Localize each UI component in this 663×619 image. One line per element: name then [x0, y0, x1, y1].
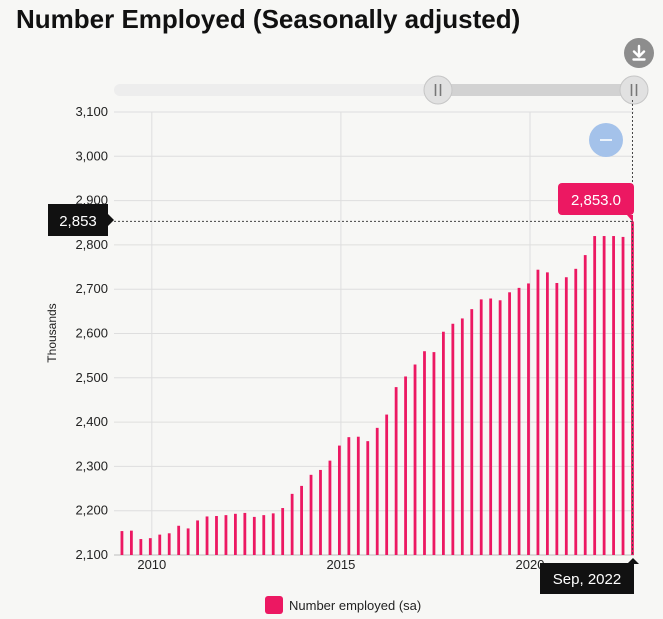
- bar[interactable]: [139, 539, 143, 555]
- legend-swatch: [265, 596, 283, 614]
- bar[interactable]: [319, 469, 322, 555]
- legend-label: Number employed (sa): [289, 597, 422, 613]
- bar[interactable]: [489, 298, 493, 555]
- y-tick-label: 2,500: [75, 370, 108, 385]
- bar[interactable]: [300, 485, 303, 555]
- bar[interactable]: [621, 236, 625, 555]
- bar[interactable]: [262, 515, 266, 555]
- tooltip: 2,853.0: [558, 183, 634, 222]
- bar[interactable]: [545, 272, 549, 555]
- bar[interactable]: [290, 493, 294, 555]
- y-tick-label: 2,900: [75, 193, 108, 208]
- bar[interactable]: [177, 525, 181, 555]
- x-tick-label: 2020: [516, 557, 545, 572]
- bar[interactable]: [158, 534, 162, 555]
- y-tick-label: 2,400: [75, 414, 108, 429]
- tooltip-value: 2,853.0: [571, 192, 621, 209]
- crosshair-x-value: Sep, 2022: [553, 571, 621, 588]
- bar[interactable]: [281, 508, 285, 555]
- bar[interactable]: [536, 269, 540, 555]
- y-tick-label: 3,000: [75, 148, 108, 163]
- crosshair-x-label: Sep, 2022: [540, 558, 639, 594]
- bar[interactable]: [252, 516, 256, 555]
- bar[interactable]: [602, 236, 606, 556]
- download-button[interactable]: [624, 38, 654, 68]
- bar[interactable]: [527, 283, 530, 555]
- bar[interactable]: [394, 387, 398, 555]
- bar[interactable]: [224, 515, 228, 555]
- y-tick-label: 2,100: [75, 547, 108, 562]
- bar[interactable]: [555, 282, 559, 555]
- bar[interactable]: [375, 427, 379, 555]
- y-axis: 2,100 2,200 2,300 2,400 2,500 2,600 2,700 2,800…: [75, 104, 108, 562]
- bar[interactable]: [196, 520, 199, 555]
- bar[interactable]: [243, 512, 247, 555]
- slider-track: [114, 84, 446, 96]
- bar[interactable]: [328, 460, 332, 555]
- x-tick-label: 2015: [326, 557, 355, 572]
- bar[interactable]: [186, 528, 190, 555]
- bar[interactable]: [366, 441, 370, 555]
- slider-handle-left[interactable]: [423, 75, 453, 105]
- bar[interactable]: [271, 513, 275, 555]
- bar[interactable]: [593, 236, 597, 556]
- bar[interactable]: [356, 436, 360, 555]
- bar[interactable]: [517, 287, 521, 555]
- download-icon: [632, 44, 646, 61]
- bar[interactable]: [309, 474, 313, 555]
- slider-handle-right[interactable]: [619, 75, 649, 105]
- bar[interactable]: [337, 445, 341, 555]
- bar[interactable]: [470, 309, 474, 555]
- zoom-out-button[interactable]: [589, 123, 623, 157]
- y-tick-label: 2,300: [75, 458, 108, 473]
- bar[interactable]: [479, 299, 483, 555]
- bar[interactable]: [451, 323, 455, 555]
- bar[interactable]: [460, 318, 464, 555]
- bar[interactable]: [583, 255, 587, 556]
- page-title: Number Employed (Seasonally adjusted): [16, 4, 521, 34]
- x-tick-label: 2010: [137, 557, 166, 572]
- y-tick-label: 3,100: [75, 104, 108, 119]
- y-tick-label: 2,800: [75, 237, 108, 252]
- bar[interactable]: [129, 530, 133, 555]
- bar[interactable]: [167, 533, 171, 555]
- crosshair-y-label: 2,853: [48, 204, 114, 236]
- bar[interactable]: [215, 516, 218, 555]
- bar[interactable]: [347, 437, 351, 555]
- bar[interactable]: [574, 268, 578, 555]
- y-tick-label: 2,700: [75, 281, 108, 296]
- bar-series: [120, 221, 634, 556]
- y-tick-label: 2,600: [75, 326, 108, 341]
- crosshair-y-value: 2,853: [59, 213, 97, 230]
- bar[interactable]: [148, 538, 152, 555]
- bar[interactable]: [385, 414, 389, 555]
- slider-selected-range[interactable]: [438, 84, 634, 96]
- bar[interactable]: [564, 277, 568, 555]
- bar[interactable]: [612, 236, 615, 556]
- bar[interactable]: [423, 351, 426, 555]
- bar[interactable]: [441, 331, 445, 555]
- y-tick-label: 2,200: [75, 503, 108, 518]
- bar[interactable]: [432, 352, 436, 555]
- bar[interactable]: [413, 364, 417, 555]
- bar[interactable]: [508, 292, 511, 555]
- bar[interactable]: [120, 531, 124, 555]
- legend[interactable]: Number employed (sa): [265, 596, 421, 614]
- bar[interactable]: [498, 300, 502, 555]
- range-slider[interactable]: [114, 75, 649, 105]
- y-axis-label: Thousands: [45, 303, 59, 362]
- bar[interactable]: [233, 513, 237, 555]
- bar[interactable]: [404, 376, 407, 555]
- bar[interactable]: [205, 516, 209, 555]
